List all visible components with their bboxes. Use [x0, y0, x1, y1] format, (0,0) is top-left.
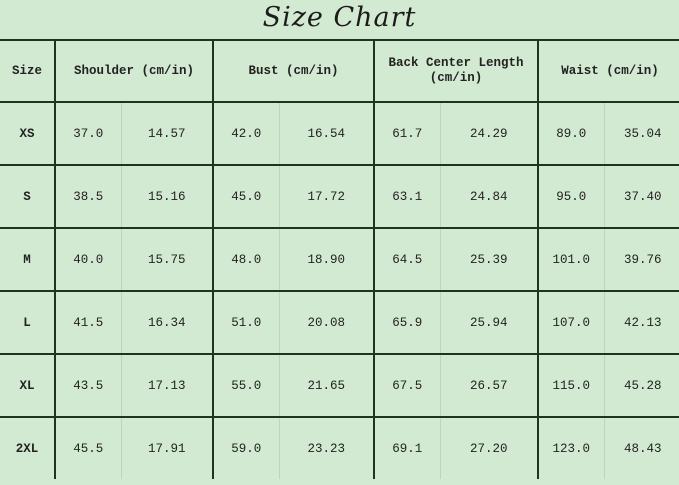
value-cell: 65.9: [373, 290, 441, 355]
value-cell: 45.0: [212, 164, 280, 229]
value-cell: 115.0: [537, 353, 605, 418]
header-bust: Bust (cm/in): [211, 39, 376, 103]
value-cell: 43.5: [54, 353, 122, 418]
value-cell: 89.0: [537, 101, 605, 166]
size-cell: L: [0, 290, 56, 355]
size-cell: XL: [0, 353, 56, 418]
value-cell: 17.72: [278, 164, 376, 229]
value-cell: 20.08: [278, 290, 376, 355]
table-row: XL 43.5 17.13 55.0 21.65 67.5 26.57 115.0 45.28: [0, 353, 679, 418]
header-waist: Waist (cm/in): [537, 39, 679, 103]
size-table: Size Shoulder (cm/in) Bust (cm/in) Back …: [0, 39, 679, 479]
value-cell: 59.0: [212, 416, 280, 479]
value-cell: 123.0: [537, 416, 605, 479]
value-cell: 24.84: [439, 164, 540, 229]
value-cell: 107.0: [537, 290, 605, 355]
value-cell: 48.43: [603, 416, 679, 479]
header-shoulder: Shoulder (cm/in): [54, 39, 214, 103]
value-cell: 25.94: [439, 290, 540, 355]
value-cell: 67.5: [373, 353, 441, 418]
value-cell: 63.1: [373, 164, 441, 229]
value-cell: 16.54: [278, 101, 376, 166]
table-row: M 40.0 15.75 48.0 18.90 64.5 25.39 101.0 39.76: [0, 227, 679, 292]
value-cell: 64.5: [373, 227, 441, 292]
table-row: L 41.5 16.34 51.0 20.08 65.9 25.94 107.0 42.13: [0, 290, 679, 355]
value-cell: 40.0: [54, 227, 122, 292]
value-cell: 16.34: [120, 290, 214, 355]
size-cell: S: [0, 164, 56, 229]
table-row: 2XL 45.5 17.91 59.0 23.23 69.1 27.20 123.0 48.43: [0, 416, 679, 479]
value-cell: 15.75: [120, 227, 214, 292]
header-row: Size Shoulder (cm/in) Bust (cm/in) Back …: [0, 39, 679, 103]
value-cell: 51.0: [212, 290, 280, 355]
value-cell: 45.28: [603, 353, 679, 418]
value-cell: 18.90: [278, 227, 376, 292]
chart-title: Size Chart: [262, 2, 417, 33]
value-cell: 39.76: [603, 227, 679, 292]
value-cell: 101.0: [537, 227, 605, 292]
header-back-length: Back Center Length (cm/in): [373, 39, 540, 103]
value-cell: 27.20: [439, 416, 540, 479]
value-cell: 37.0: [54, 101, 122, 166]
value-cell: 21.65: [278, 353, 376, 418]
value-cell: 26.57: [439, 353, 540, 418]
value-cell: 48.0: [212, 227, 280, 292]
value-cell: 17.13: [120, 353, 214, 418]
value-cell: 42.13: [603, 290, 679, 355]
value-cell: 23.23: [278, 416, 376, 479]
value-cell: 17.91: [120, 416, 214, 479]
table-row: S 38.5 15.16 45.0 17.72 63.1 24.84 95.0 37.40: [0, 164, 679, 229]
size-cell: 2XL: [0, 416, 56, 479]
header-back-length-label: Back Center Length (cm/in): [388, 56, 524, 85]
value-cell: 42.0: [212, 101, 280, 166]
header-size: Size: [0, 39, 56, 103]
table-row: XS 37.0 14.57 42.0 16.54 61.7 24.29 89.0 35.04: [0, 101, 679, 166]
value-cell: 24.29: [439, 101, 540, 166]
value-cell: 15.16: [120, 164, 214, 229]
value-cell: 61.7: [373, 101, 441, 166]
value-cell: 35.04: [603, 101, 679, 166]
size-cell: M: [0, 227, 56, 292]
value-cell: 69.1: [373, 416, 441, 479]
value-cell: 25.39: [439, 227, 540, 292]
size-cell: XS: [0, 101, 56, 166]
value-cell: 41.5: [54, 290, 122, 355]
value-cell: 14.57: [120, 101, 214, 166]
value-cell: 55.0: [212, 353, 280, 418]
value-cell: 45.5: [54, 416, 122, 479]
value-cell: 37.40: [603, 164, 679, 229]
value-cell: 38.5: [54, 164, 122, 229]
value-cell: 95.0: [537, 164, 605, 229]
